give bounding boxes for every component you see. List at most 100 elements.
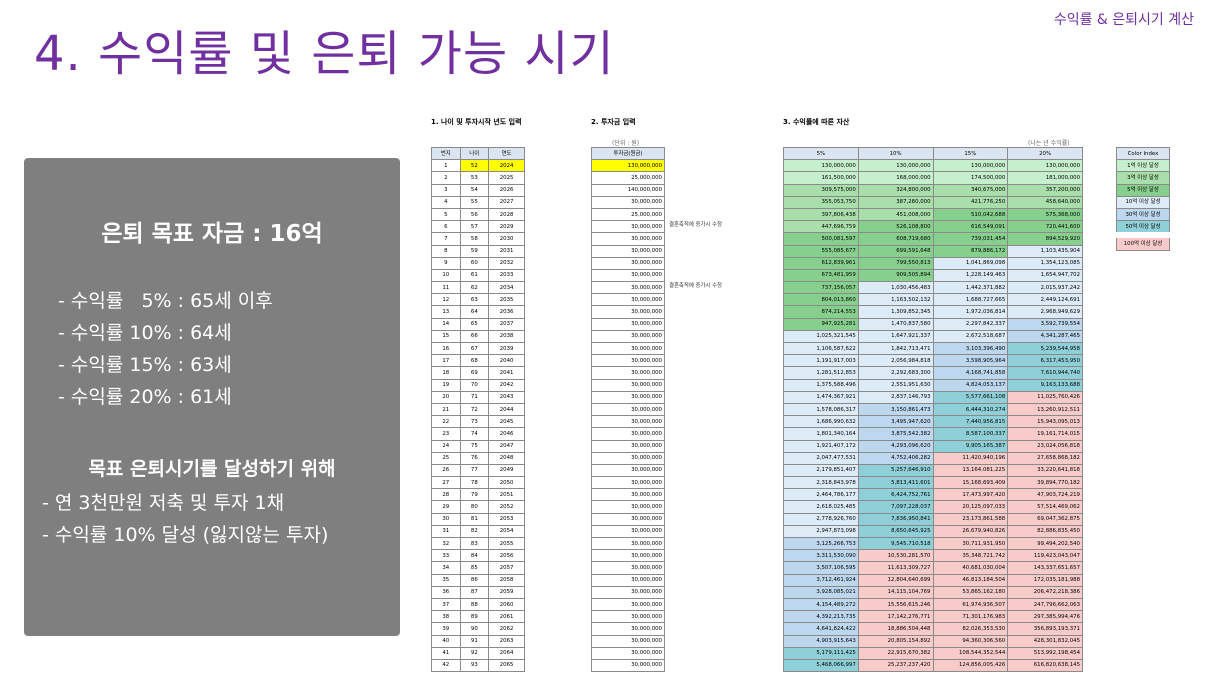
year-cell[interactable]: 2062 bbox=[488, 622, 525, 636]
invest-cell[interactable]: 30,000,000 bbox=[591, 427, 665, 441]
row-index-cell[interactable]: 36 bbox=[431, 585, 461, 599]
row-index-cell[interactable]: 14 bbox=[431, 317, 461, 331]
asset-cell[interactable]: 172,035,181,988 bbox=[1007, 573, 1083, 587]
asset-cell[interactable]: 26,679,940,826 bbox=[932, 524, 1009, 539]
age-cell[interactable]: 86 bbox=[459, 573, 490, 587]
asset-cell[interactable]: 309,575,000 bbox=[783, 183, 859, 197]
asset-cell[interactable]: 11,420,940,196 bbox=[932, 451, 1009, 465]
invest-cell[interactable]: 30,000,000 bbox=[591, 293, 665, 307]
age-cell[interactable]: 77 bbox=[459, 463, 490, 478]
asset-cell[interactable]: 673,481,959 bbox=[783, 268, 859, 283]
row-index-cell[interactable]: 26 bbox=[431, 463, 461, 478]
year-cell[interactable]: 2063 bbox=[488, 634, 525, 648]
invest-cell[interactable]: 30,000,000 bbox=[591, 354, 665, 368]
asset-cell[interactable]: 71,301,176,983 bbox=[932, 610, 1009, 624]
invest-cell[interactable]: 30,000,000 bbox=[591, 415, 665, 429]
asset-cell[interactable]: 25,237,237,420 bbox=[857, 658, 934, 673]
asset-cell[interactable]: 1,191,917,003 bbox=[783, 354, 859, 368]
age-cell[interactable]: 61 bbox=[459, 268, 490, 283]
asset-cell[interactable]: 2,015,937,242 bbox=[1007, 281, 1083, 295]
asset-cell[interactable]: 22,915,670,382 bbox=[857, 646, 934, 660]
asset-cell[interactable]: 82,886,835,450 bbox=[1007, 524, 1083, 539]
age-cell[interactable]: 75 bbox=[459, 439, 490, 453]
invest-cell[interactable]: 30,000,000 bbox=[591, 561, 665, 575]
asset-cell[interactable]: 124,856,005,426 bbox=[932, 658, 1009, 673]
asset-cell[interactable]: 108,544,352,544 bbox=[932, 646, 1009, 660]
asset-cell[interactable]: 130,000,000 bbox=[783, 159, 859, 173]
invest-cell[interactable]: 30,000,000 bbox=[591, 305, 665, 319]
invest-cell[interactable]: 30,000,000 bbox=[591, 317, 665, 331]
invest-cell[interactable]: 30,000,000 bbox=[591, 610, 665, 624]
asset-cell[interactable]: 500,081,597 bbox=[783, 232, 859, 246]
row-index-cell[interactable]: 29 bbox=[431, 500, 461, 514]
asset-cell[interactable]: 7,610,944,740 bbox=[1007, 366, 1083, 380]
invest-cell[interactable]: 30,000,000 bbox=[591, 281, 665, 295]
age-cell[interactable]: 52 bbox=[459, 159, 490, 173]
asset-cell[interactable]: 1,228,149,463 bbox=[932, 268, 1009, 283]
asset-cell[interactable]: 2,464,786,177 bbox=[783, 488, 859, 502]
year-cell[interactable]: 2054 bbox=[488, 524, 525, 539]
asset-cell[interactable]: 3,507,106,595 bbox=[783, 561, 859, 575]
age-cell[interactable]: 92 bbox=[459, 646, 490, 660]
asset-cell[interactable]: 15,943,095,013 bbox=[1007, 415, 1083, 429]
invest-cell[interactable]: 30,000,000 bbox=[591, 220, 665, 234]
asset-cell[interactable]: 2,837,146,793 bbox=[857, 390, 934, 404]
asset-cell[interactable]: 2,618,025,485 bbox=[783, 500, 859, 514]
asset-cell[interactable]: 6,424,752,761 bbox=[857, 488, 934, 502]
asset-cell[interactable]: 1,470,837,580 bbox=[857, 317, 934, 331]
invest-cell[interactable]: 30,000,000 bbox=[591, 488, 665, 502]
row-index-cell[interactable]: 40 bbox=[431, 634, 461, 648]
asset-cell[interactable]: 2,778,926,760 bbox=[783, 512, 859, 526]
row-index-cell[interactable]: 1 bbox=[431, 159, 461, 173]
age-cell[interactable]: 59 bbox=[459, 244, 490, 258]
asset-cell[interactable]: 356,893,193,371 bbox=[1007, 622, 1083, 636]
invest-cell[interactable]: 30,000,000 bbox=[591, 634, 665, 648]
year-cell[interactable]: 2052 bbox=[488, 500, 525, 514]
asset-cell[interactable]: 1,442,371,882 bbox=[932, 281, 1009, 295]
row-index-cell[interactable]: 24 bbox=[431, 439, 461, 453]
year-cell[interactable]: 2046 bbox=[488, 427, 525, 441]
age-cell[interactable]: 80 bbox=[459, 500, 490, 514]
asset-cell[interactable]: 9,163,133,688 bbox=[1007, 378, 1083, 392]
asset-cell[interactable]: 397,806,438 bbox=[783, 207, 859, 222]
invest-cell[interactable]: 30,000,000 bbox=[591, 244, 665, 258]
invest-cell[interactable]: 30,000,000 bbox=[591, 268, 665, 283]
year-cell[interactable]: 2035 bbox=[488, 293, 525, 307]
invest-cell[interactable]: 30,000,000 bbox=[591, 476, 665, 490]
asset-cell[interactable]: 5,813,411,601 bbox=[857, 476, 934, 490]
asset-cell[interactable]: 130,000,000 bbox=[1007, 159, 1083, 173]
asset-cell[interactable]: 699,591,648 bbox=[857, 244, 934, 258]
asset-cell[interactable]: 4,168,741,858 bbox=[932, 366, 1009, 380]
year-cell[interactable]: 2051 bbox=[488, 488, 525, 502]
year-cell[interactable]: 2064 bbox=[488, 646, 525, 660]
age-cell[interactable]: 64 bbox=[459, 305, 490, 319]
row-index-cell[interactable]: 18 bbox=[431, 366, 461, 380]
asset-cell[interactable]: 1,972,036,814 bbox=[932, 305, 1009, 319]
asset-cell[interactable]: 5,179,111,425 bbox=[783, 646, 859, 660]
invest-cell[interactable]: 30,000,000 bbox=[591, 402, 665, 417]
asset-cell[interactable]: 53,865,162,180 bbox=[932, 585, 1009, 599]
asset-cell[interactable]: 616,820,638,145 bbox=[1007, 658, 1083, 673]
asset-cell[interactable]: 119,423,043,047 bbox=[1007, 549, 1083, 563]
asset-cell[interactable]: 1,842,713,471 bbox=[857, 341, 934, 356]
asset-cell[interactable]: 1,041,869,098 bbox=[932, 256, 1009, 270]
asset-cell[interactable]: 46,813,184,504 bbox=[932, 573, 1009, 587]
asset-cell[interactable]: 1,654,947,702 bbox=[1007, 268, 1083, 283]
asset-cell[interactable]: 555,085,677 bbox=[783, 244, 859, 258]
invest-cell[interactable]: 130,000,000 bbox=[591, 159, 665, 173]
row-index-cell[interactable]: 35 bbox=[431, 573, 461, 587]
year-cell[interactable]: 2061 bbox=[488, 610, 525, 624]
asset-cell[interactable]: 3,311,530,090 bbox=[783, 549, 859, 563]
age-cell[interactable]: 90 bbox=[459, 622, 490, 636]
asset-cell[interactable]: 99,494,202,540 bbox=[1007, 536, 1083, 551]
row-index-cell[interactable]: 41 bbox=[431, 646, 461, 660]
asset-cell[interactable]: 1,801,340,164 bbox=[783, 427, 859, 441]
asset-cell[interactable]: 7,836,950,841 bbox=[857, 512, 934, 526]
row-index-cell[interactable]: 34 bbox=[431, 561, 461, 575]
row-index-cell[interactable]: 15 bbox=[431, 329, 461, 344]
year-cell[interactable]: 2044 bbox=[488, 402, 525, 417]
asset-cell[interactable]: 879,886,172 bbox=[932, 244, 1009, 258]
asset-cell[interactable]: 428,301,832,045 bbox=[1007, 634, 1083, 648]
row-index-cell[interactable]: 23 bbox=[431, 427, 461, 441]
year-cell[interactable]: 2030 bbox=[488, 232, 525, 246]
